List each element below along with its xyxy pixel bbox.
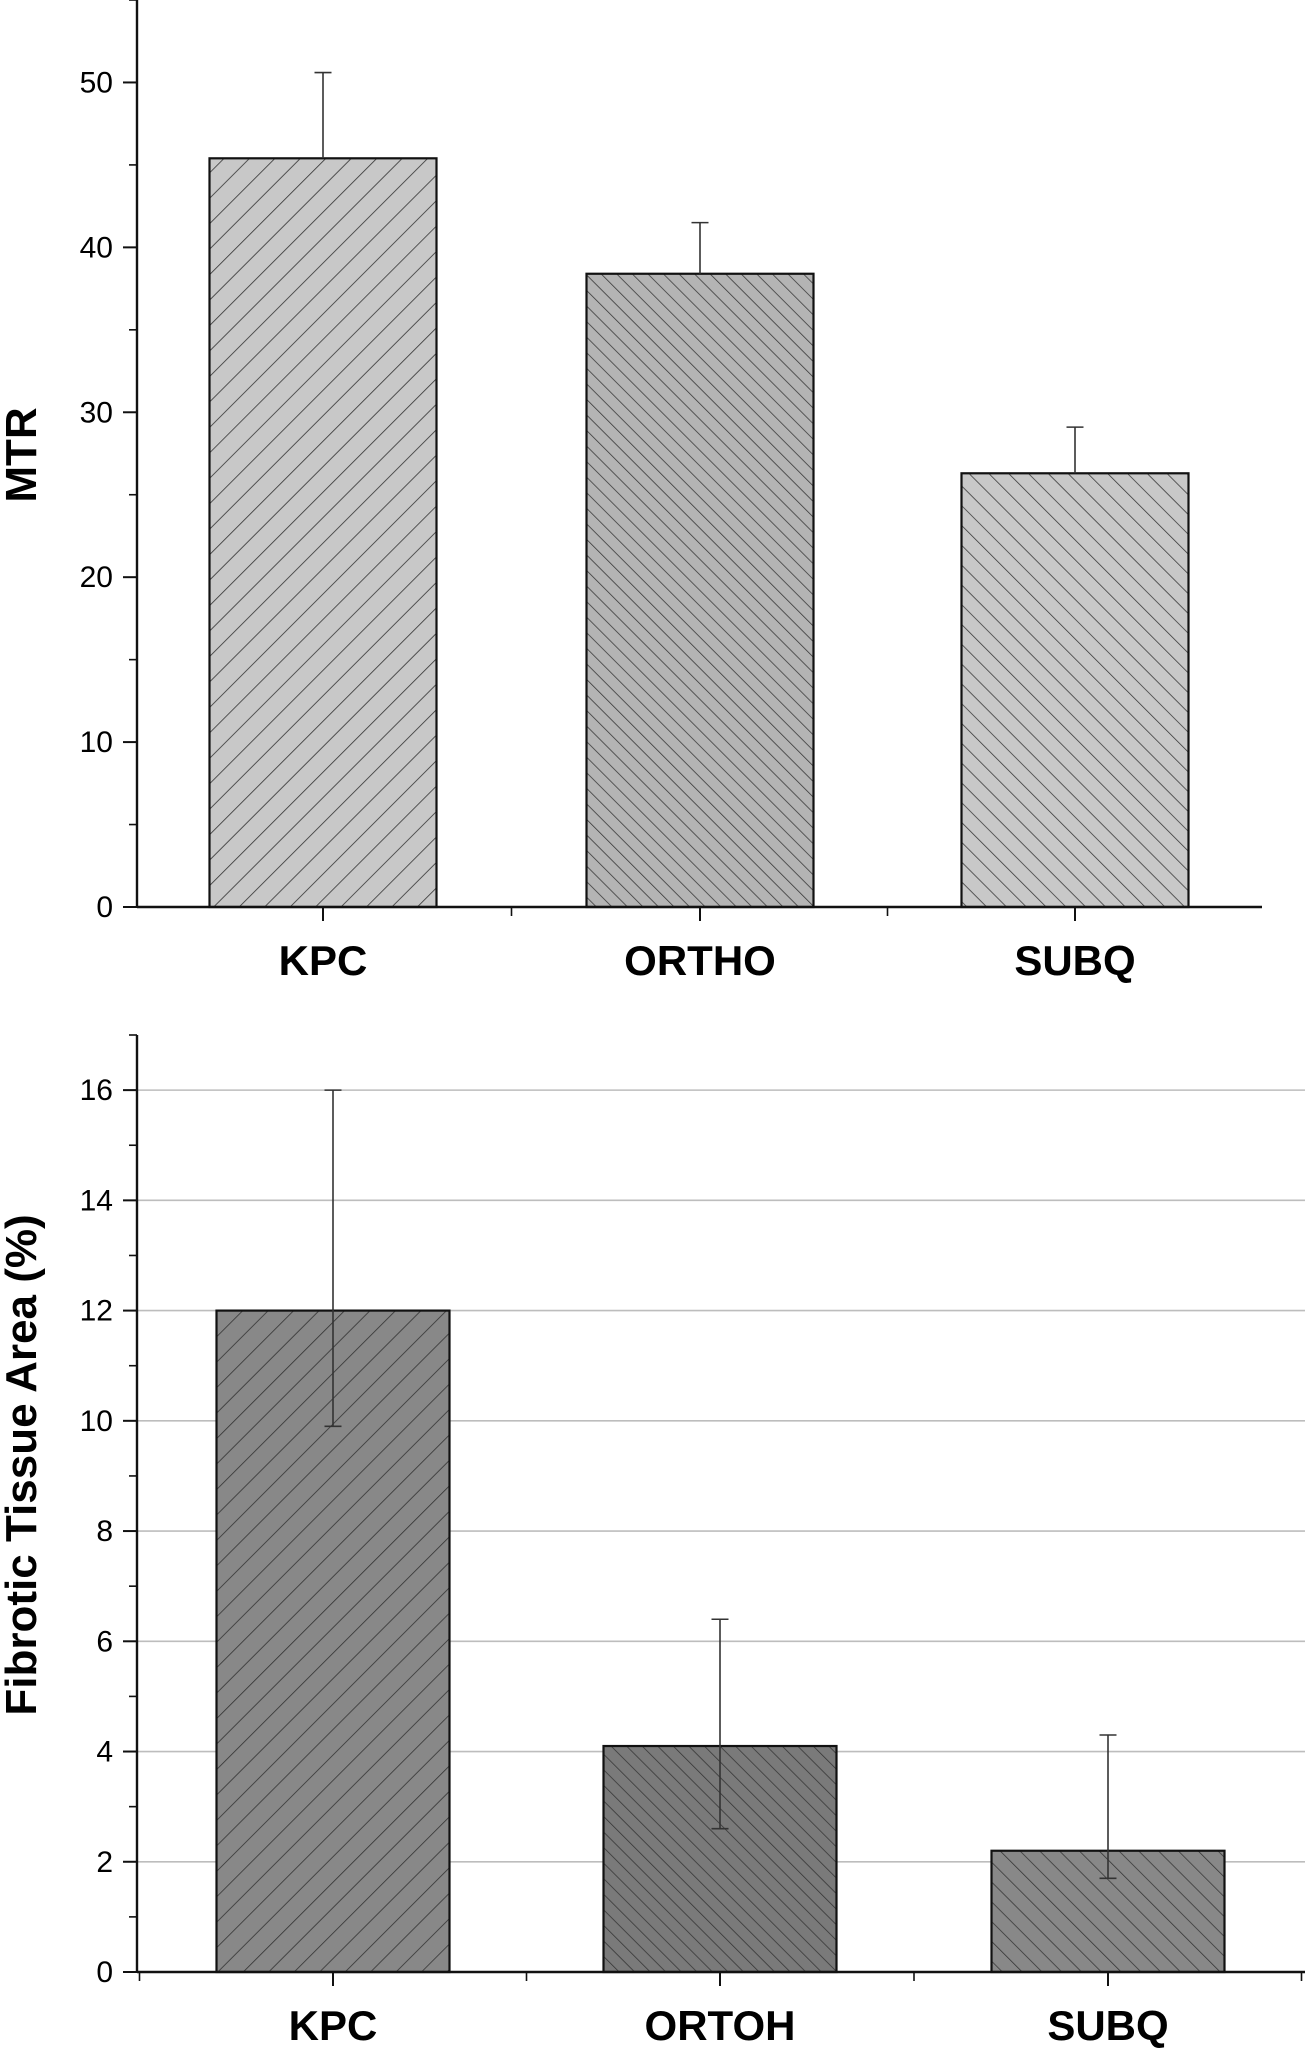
y-tick-label: 12 — [80, 1295, 113, 1328]
y-tick-label: 0 — [96, 1956, 113, 1989]
mtr-bar-chart: MTR 0 10 20 30 40 50 KPC ORTHO SUBQ — [0, 0, 1262, 984]
x-category-label: KPC — [279, 937, 368, 984]
y-tick-label: 40 — [80, 231, 113, 264]
y-tick-label: 6 — [96, 1625, 113, 1658]
bar — [208, 157, 438, 909]
x-category-label: ORTHO — [624, 937, 776, 984]
y-tick-label: 16 — [80, 1074, 113, 1107]
y-tick-label: 2 — [96, 1846, 113, 1879]
y-tick-label: 30 — [80, 396, 113, 429]
y-tick-label: 0 — [96, 891, 113, 924]
fibrotic-axis-title: Fibrotic Tissue Area (%) — [0, 1214, 46, 1715]
y-tick-label: 4 — [96, 1736, 113, 1769]
y-tick-label: 8 — [96, 1515, 113, 1548]
bar — [585, 272, 815, 909]
y-tick-label: 10 — [80, 1405, 113, 1438]
x-category-label: KPC — [289, 2002, 378, 2049]
y-tick-label: 14 — [80, 1184, 113, 1217]
y-tick-label: 50 — [80, 66, 113, 99]
x-category-label: SUBQ — [1014, 937, 1135, 984]
x-category-label: SUBQ — [1047, 2002, 1168, 2049]
y-tick-label: 20 — [80, 561, 113, 594]
bar — [960, 472, 1190, 909]
x-category-label: ORTOH — [645, 2002, 796, 2049]
mtr-axis-title: MTR — [0, 407, 46, 502]
fibrotic-bar-chart: Fibrotic Tissue Area (%) 0 2 4 6 8 10 12 14 16 KP… — [0, 1034, 1305, 2049]
y-tick-label: 10 — [80, 726, 113, 759]
